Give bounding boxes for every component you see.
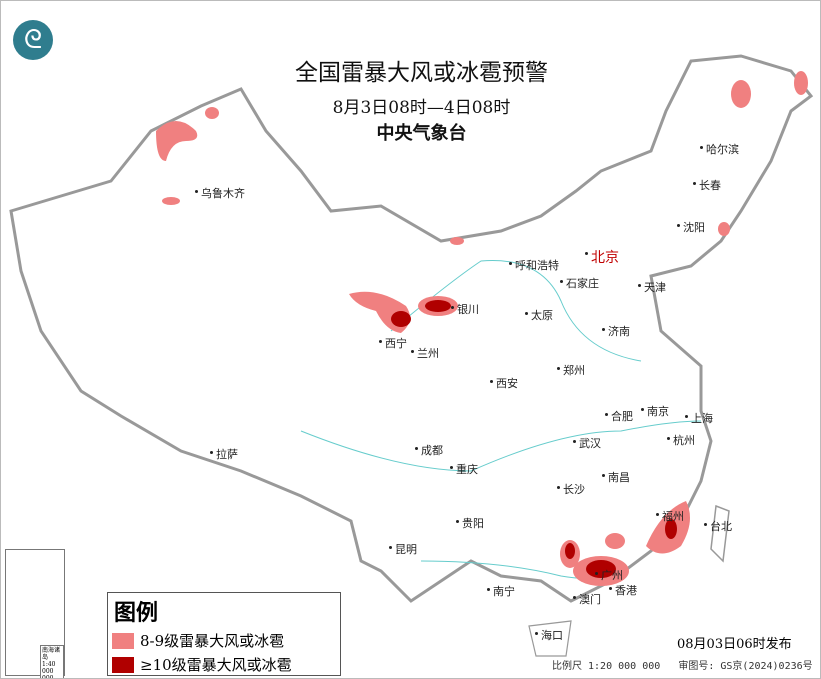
legend-item: ≥10级雷暴大风或冰雹 (112, 654, 340, 675)
city-label: 呼和浩特 (509, 259, 559, 272)
warning-area-level-8-9 (731, 80, 751, 108)
city-label: 太原 (525, 309, 553, 322)
warning-area-level-10-plus (391, 311, 411, 327)
scale-and-approval: 比例尺 1:20 000 000 审图号: GS京(2024)0236号 (552, 661, 813, 672)
cma-logo: ᘓ (13, 20, 53, 60)
city-label: 香港 (609, 584, 637, 597)
warning-area-level-8-9 (605, 533, 625, 549)
city-label: 乌鲁木齐 (195, 187, 245, 200)
city-label: 海口 (535, 629, 563, 642)
warning-area-level-8-9 (205, 107, 219, 119)
swatch-level-10-plus (112, 656, 134, 673)
country-border (9, 54, 814, 603)
issued-time: 08月03日06时发布 (677, 637, 792, 652)
city-label: 哈尔滨 (700, 143, 739, 156)
legend-title: 图例 (114, 601, 159, 626)
warning-area-level-10-plus (586, 560, 616, 578)
warning-area-level-10-plus (565, 543, 575, 559)
city-label: 澳门 (573, 593, 601, 606)
city-label: 台北 (704, 520, 732, 533)
city-label: 郑州 (557, 364, 585, 377)
warning-area-level-8-9 (162, 197, 180, 205)
city-label: 长春 (693, 179, 721, 192)
warning-area-level-10-plus (425, 300, 451, 312)
city-label: 拉萨 (210, 448, 238, 461)
city-label: 天津 (638, 281, 666, 294)
city-label: 长沙 (557, 483, 585, 496)
city-label: 成都 (415, 444, 443, 457)
hainan (528, 620, 572, 657)
south-china-sea-inset: 南海诸岛 1:40 000 000 (5, 549, 65, 678)
city-label: 石家庄 (560, 277, 599, 290)
city-label: 西安 (490, 377, 518, 390)
city-label: 贵阳 (456, 517, 484, 530)
legend-item: 8-9级雷暴大风或冰雹 (112, 630, 340, 651)
issuer: 中央气象台 (376, 123, 467, 144)
city-label: 南京 (641, 405, 669, 418)
city-label: 西宁 (379, 337, 407, 350)
swatch-level-8-9 (112, 632, 134, 649)
city-label: 杭州 (667, 434, 695, 447)
map-title: 全国雷暴大风或冰雹预警 (295, 60, 548, 86)
warning-area-level-10-plus (665, 519, 677, 539)
warning-area-level-8-9 (450, 237, 464, 245)
city-label: 银川 (451, 303, 479, 316)
city-label: 合肥 (605, 410, 633, 423)
legend: 图例 8-9级雷暴大风或冰雹 ≥10级雷暴大风或冰雹 (107, 592, 341, 676)
city-label: 广州 (595, 569, 623, 582)
taiwan (710, 504, 730, 563)
city-label: 昆明 (389, 543, 417, 556)
inset-label: 南海诸岛 1:40 000 000 (40, 645, 64, 678)
city-label: 重庆 (450, 463, 478, 476)
city-label: 福州 (656, 510, 684, 523)
city-label: 上海 (685, 412, 713, 425)
city-label: 武汉 (573, 437, 601, 450)
city-label: 北京 (585, 247, 619, 267)
city-label: 济南 (602, 325, 630, 338)
city-label: 南宁 (487, 585, 515, 598)
warning-area-level-8-9 (718, 222, 730, 236)
city-label: 兰州 (411, 347, 439, 360)
warning-area-level-8-9 (156, 121, 198, 161)
city-label: 沈阳 (677, 221, 705, 234)
valid-period: 8月3日08时—4日08时 (332, 98, 511, 118)
warning-areas (156, 71, 808, 586)
warning-area-level-8-9 (794, 71, 808, 95)
city-label: 南昌 (602, 471, 630, 484)
